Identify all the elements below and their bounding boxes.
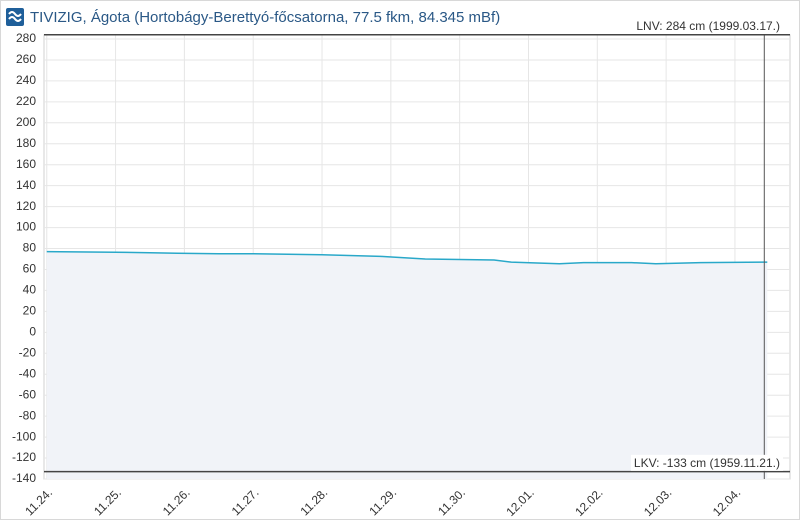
y-tick-label: 40: [23, 283, 37, 297]
y-tick-label: 280: [16, 31, 36, 45]
y-tick-label: -80: [19, 408, 37, 422]
y-tick-label: -40: [19, 366, 37, 380]
logo: [6, 8, 24, 26]
line: [46, 250, 768, 265]
y-tick-label: -60: [19, 387, 37, 401]
reference-label: LKV: -133 cm (1959.11.21.): [634, 456, 780, 470]
y-tick-label: 20: [23, 304, 37, 318]
reference-label-bg: [633, 17, 783, 34]
y-tick-label: 100: [16, 220, 36, 234]
y-tick-label: 200: [16, 115, 36, 129]
y-tick-label: 0: [29, 325, 36, 339]
area: [46, 251, 768, 479]
y-tick-label: -140: [12, 471, 36, 485]
y-tick-label: 140: [16, 178, 36, 192]
y-tick-label: 260: [16, 52, 36, 66]
y-tick-label: 180: [16, 136, 36, 150]
y-tick-label: -120: [12, 450, 36, 464]
y-tick-label: 220: [16, 94, 36, 108]
y-tick-label: 80: [23, 241, 37, 255]
y-tick-label: 60: [23, 262, 37, 276]
reference-label: LNV: 284 cm (1999.03.17.): [636, 19, 780, 33]
reference-label-bg: [630, 454, 783, 471]
y-tick-label: -100: [12, 429, 36, 443]
y-tick-label: -20: [19, 345, 37, 359]
y-tick-label: 240: [16, 73, 36, 87]
y-tick-label: 120: [16, 199, 36, 213]
chart-title: TIVIZIG, Ágota (Hortobágy-Berettyó-főcsa…: [30, 9, 500, 26]
y-tick-label: 160: [16, 157, 36, 171]
